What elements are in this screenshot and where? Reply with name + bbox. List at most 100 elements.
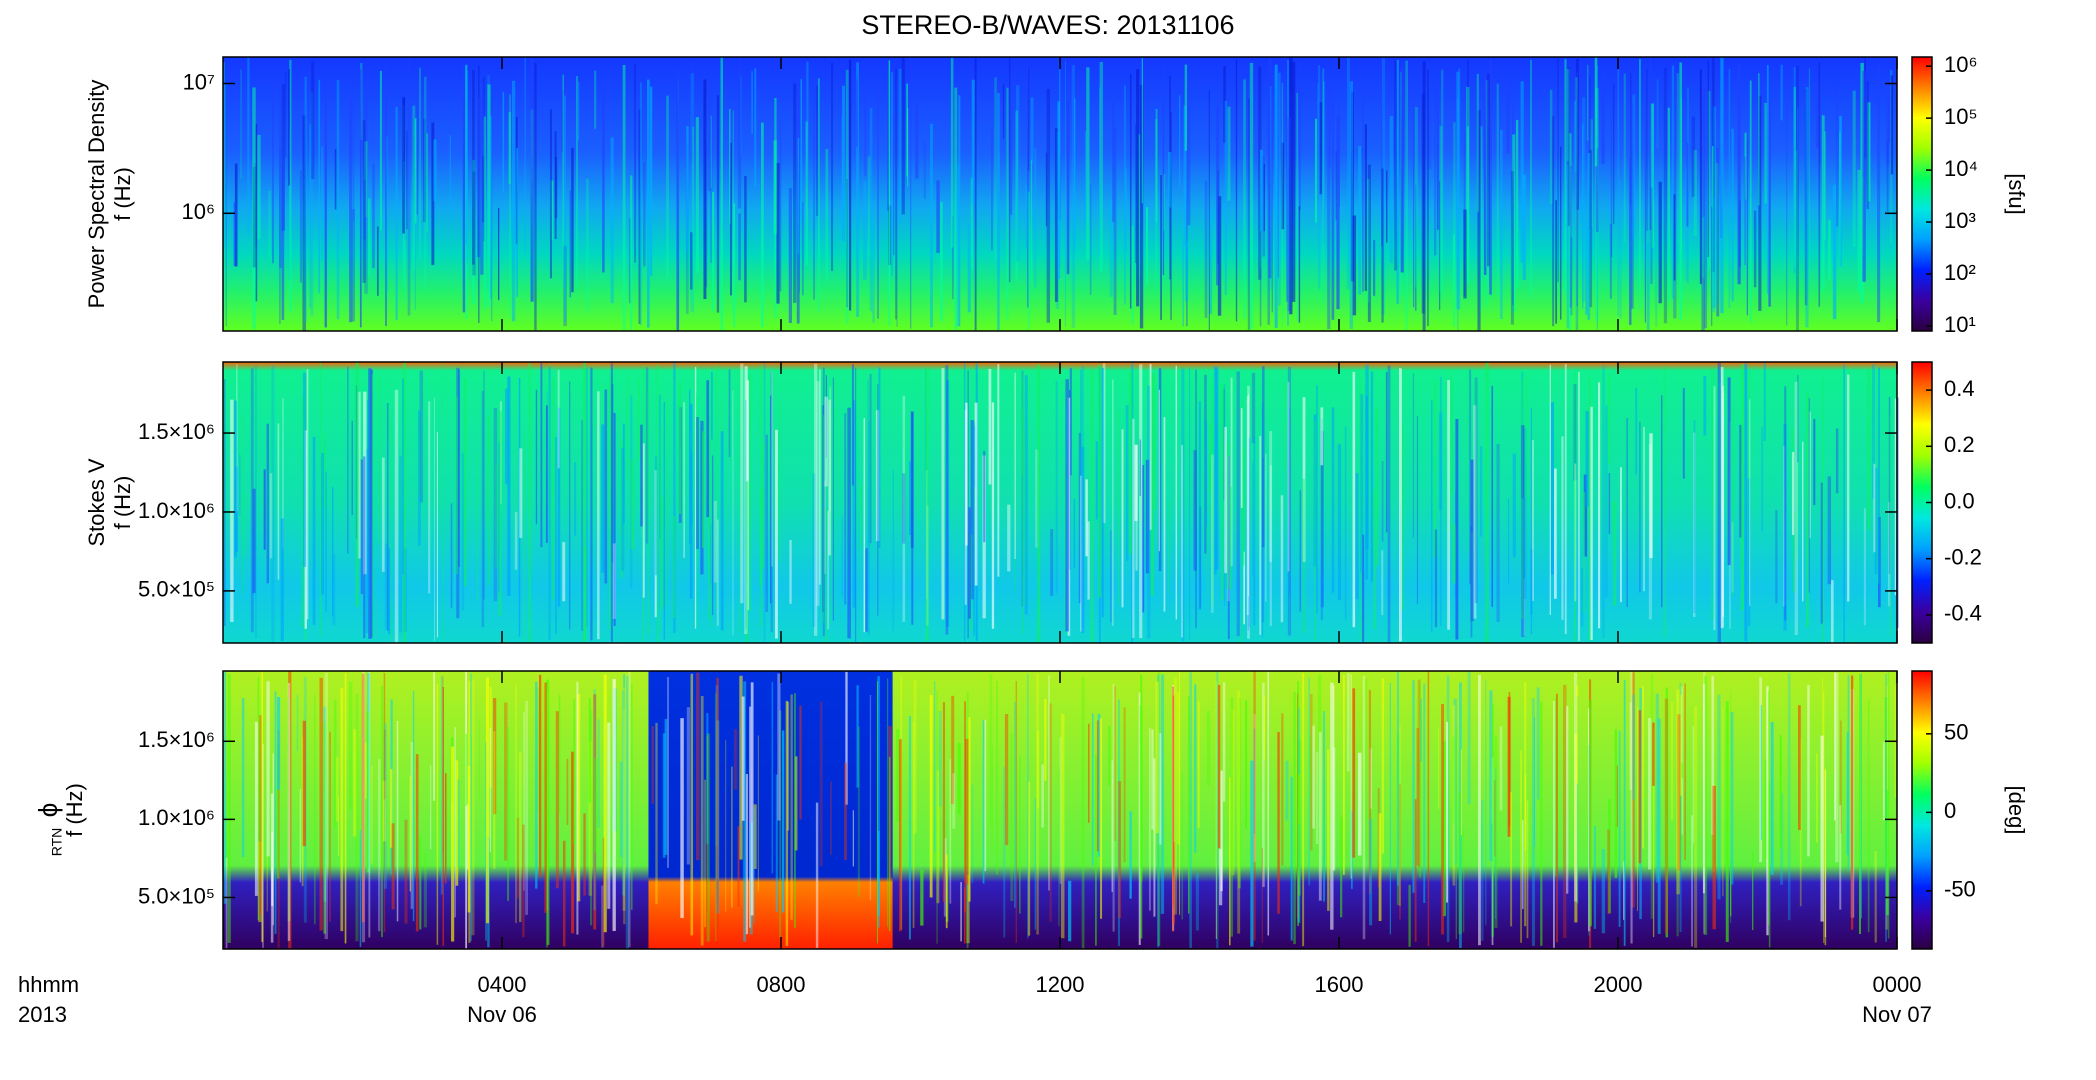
spectrogram-texture bbox=[1676, 73, 1680, 245]
spectrogram-texture bbox=[1453, 698, 1457, 866]
spectrogram-texture bbox=[416, 66, 418, 215]
spectrogram-texture bbox=[320, 452, 325, 595]
colorbar-tick-label: -50 bbox=[1944, 877, 1976, 902]
spectrogram-texture bbox=[363, 391, 367, 575]
spectrogram-texture bbox=[1566, 68, 1570, 162]
spectrogram-texture bbox=[268, 190, 271, 260]
spectrogram-texture bbox=[1195, 369, 1197, 629]
spectrogram-texture bbox=[557, 369, 560, 469]
spectrogram-texture bbox=[1434, 80, 1437, 256]
spectrogram-texture bbox=[507, 727, 510, 901]
spectrogram-texture bbox=[1859, 674, 1861, 935]
spectrogram-texture bbox=[1381, 460, 1384, 542]
spectrogram-texture bbox=[869, 373, 872, 544]
spectrogram-texture bbox=[1847, 675, 1850, 871]
spectrogram-texture bbox=[1540, 701, 1543, 946]
spectrogram-texture bbox=[1145, 459, 1150, 574]
spectrogram-texture bbox=[1262, 682, 1265, 887]
spectrogram-texture bbox=[1331, 407, 1335, 593]
x-tick-label: 1600 bbox=[1315, 972, 1364, 997]
colorbar-tick-label: 10⁶ bbox=[1944, 52, 1978, 77]
spectrogram-texture bbox=[604, 389, 608, 584]
spectrogram-texture bbox=[1512, 453, 1516, 558]
spectrogram-texture bbox=[472, 171, 476, 276]
spectrogram-texture bbox=[1462, 827, 1465, 933]
spectrogram-texture bbox=[1216, 105, 1220, 286]
spectrogram-texture bbox=[1649, 433, 1653, 559]
spectrogram-texture bbox=[361, 671, 366, 943]
spectrogram-texture bbox=[1617, 67, 1620, 317]
spectrogram-texture bbox=[1824, 131, 1826, 240]
spectrogram-texture bbox=[418, 415, 421, 495]
spectrogram-texture bbox=[1243, 551, 1245, 625]
spectrogram-texture bbox=[1605, 405, 1608, 598]
spectrogram-texture bbox=[1400, 69, 1404, 273]
spectrogram-texture bbox=[1036, 730, 1040, 809]
spectrogram-texture bbox=[465, 733, 467, 806]
spectrogram-texture bbox=[1453, 122, 1456, 290]
spectrogram-texture bbox=[383, 723, 387, 889]
spectrogram-texture bbox=[1358, 146, 1362, 295]
spectrogram-texture bbox=[1694, 706, 1698, 948]
spectrogram-texture bbox=[1253, 714, 1256, 862]
spectrogram-texture bbox=[433, 672, 436, 801]
spectrogram-texture bbox=[1157, 674, 1160, 948]
spectrogram-texture bbox=[277, 423, 280, 580]
spectrogram-texture bbox=[483, 116, 486, 309]
spectrogram-texture bbox=[1224, 426, 1227, 574]
spectrogram-texture bbox=[1564, 59, 1567, 294]
spectrogram-texture bbox=[516, 817, 520, 899]
spectrogram-texture bbox=[917, 380, 919, 522]
spectrogram-texture bbox=[1568, 133, 1572, 330]
spectrogram-texture bbox=[1601, 849, 1606, 934]
spectrogram-texture bbox=[323, 722, 326, 934]
spectrogram-texture bbox=[549, 363, 551, 631]
spectrogram-texture bbox=[1299, 490, 1302, 612]
spectrogram-texture bbox=[364, 141, 368, 218]
spectrogram-texture bbox=[958, 95, 961, 327]
spectrogram-texture bbox=[1766, 686, 1769, 936]
spectrogram-texture bbox=[984, 719, 987, 872]
spectrogram-texture bbox=[1061, 713, 1065, 939]
spectrogram-texture bbox=[1291, 61, 1296, 302]
spectrogram-texture bbox=[1852, 90, 1856, 247]
spectrogram-texture bbox=[964, 701, 966, 913]
spectrogram-texture bbox=[745, 399, 747, 630]
spectrogram-texture bbox=[1117, 699, 1121, 947]
spectrogram-texture bbox=[406, 130, 408, 230]
spectrogram-texture bbox=[1036, 673, 1039, 935]
spectrogram-texture bbox=[1224, 100, 1227, 295]
spectrogram-texture bbox=[1665, 687, 1669, 938]
y-tick-label: 1.0×10⁶ bbox=[138, 498, 215, 523]
spectrogram-texture bbox=[1242, 447, 1245, 566]
spectrogram-texture bbox=[1329, 90, 1331, 168]
spectrogram-texture bbox=[875, 410, 880, 542]
spectrogram-texture bbox=[583, 362, 586, 642]
spectrogram-texture bbox=[1446, 675, 1450, 943]
spectrogram-texture bbox=[301, 737, 304, 887]
colorbar-tick-label: 0 bbox=[1944, 798, 1956, 823]
spectrogram-texture bbox=[703, 79, 707, 300]
spectrogram-texture bbox=[1888, 397, 1891, 574]
spectrogram-texture bbox=[1491, 757, 1494, 945]
spectrogram-texture bbox=[1507, 696, 1511, 837]
spectrogram-texture bbox=[1802, 441, 1804, 602]
spectrogram-texture bbox=[844, 413, 847, 605]
spectrogram-texture bbox=[1184, 64, 1188, 151]
spectrogram-texture bbox=[555, 711, 559, 889]
spectrogram-texture bbox=[1839, 720, 1842, 834]
spectrogram-texture bbox=[1648, 718, 1652, 870]
colorbar-tick-label: 0.2 bbox=[1944, 432, 1975, 457]
spectrogram-texture bbox=[983, 451, 986, 543]
spectrogram-texture bbox=[255, 123, 258, 302]
spectrogram-texture bbox=[525, 700, 529, 915]
spectrogram-texture bbox=[1252, 461, 1254, 576]
spectrogram-texture bbox=[1468, 369, 1472, 585]
spectrogram-texture bbox=[548, 366, 551, 640]
spectrogram-texture bbox=[1693, 150, 1697, 236]
spectrogram-texture bbox=[1217, 684, 1221, 849]
spectrogram-texture bbox=[1220, 770, 1223, 892]
spectrogram-texture bbox=[794, 756, 798, 851]
spectrogram-texture bbox=[1583, 474, 1588, 557]
